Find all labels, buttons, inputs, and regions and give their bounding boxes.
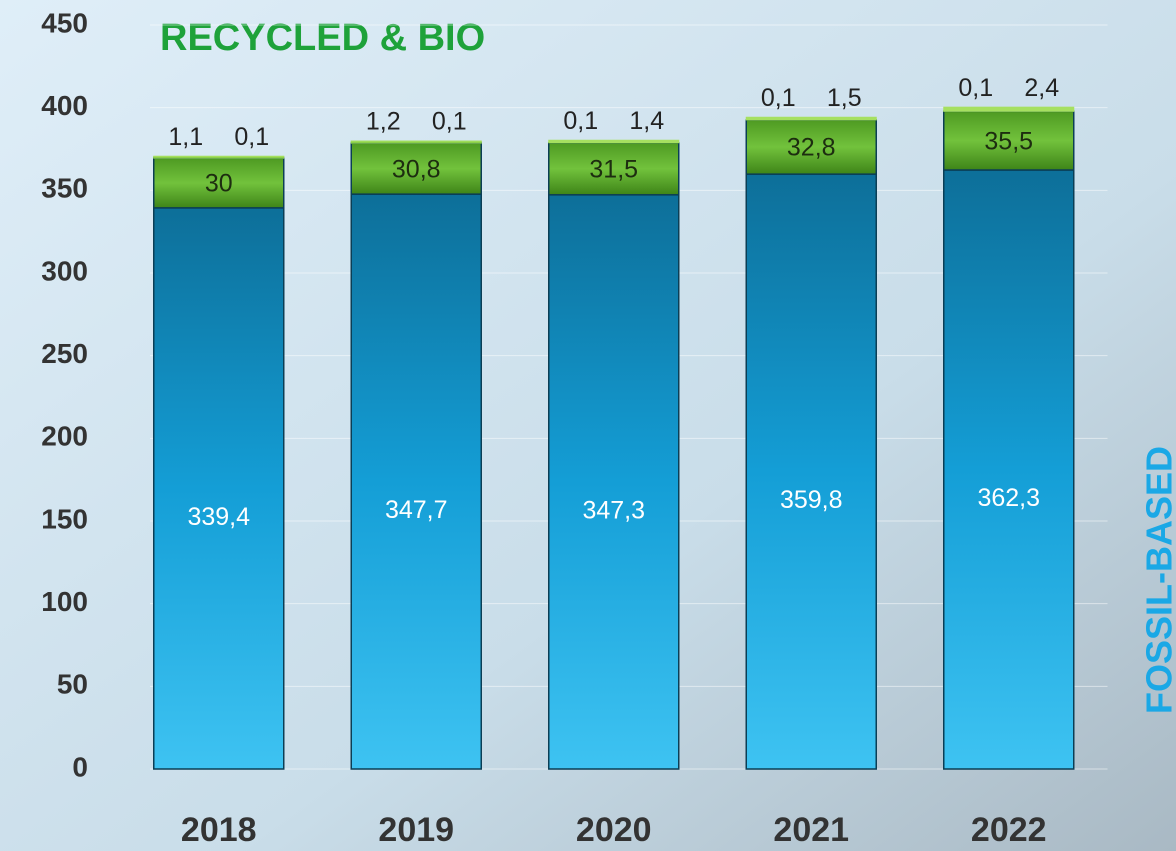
data-label: 0,1 [761, 84, 796, 112]
data-label: 362,3 [977, 484, 1040, 512]
data-label: 347,7 [385, 496, 448, 524]
x-tick-label: 2019 [378, 811, 454, 849]
data-label: 30 [205, 170, 233, 198]
bar-segment [154, 208, 284, 769]
data-label: 339,4 [187, 503, 250, 531]
y-tick-label: 300 [41, 255, 88, 286]
data-label: 32,8 [787, 134, 836, 162]
annotation: RECYCLED & BIO [160, 17, 485, 59]
data-label: 359,8 [780, 486, 843, 514]
y-tick-label: 200 [41, 421, 88, 452]
y-tick-label: 400 [41, 90, 88, 121]
x-tick-label: 2022 [971, 811, 1047, 849]
data-label: 0,1 [234, 123, 269, 151]
bar-segment [746, 174, 876, 769]
x-tick-label: 2021 [773, 811, 849, 849]
bar-segment [549, 195, 679, 769]
data-label: 1,4 [629, 107, 664, 135]
data-label: 30,8 [392, 155, 441, 183]
y-tick-label: 150 [41, 503, 88, 534]
data-label: 1,1 [168, 123, 203, 151]
y-tick-label: 100 [41, 586, 88, 617]
y-tick-label: 50 [57, 669, 88, 700]
data-label: 35,5 [984, 127, 1033, 155]
data-label: 1,2 [366, 108, 401, 136]
x-tick-label: 2020 [576, 811, 652, 849]
x-tick-label: 2018 [181, 811, 257, 849]
data-label: 347,3 [582, 497, 645, 525]
bar-segment [746, 117, 876, 119]
data-label: 0,1 [563, 107, 598, 135]
chart: RECYCLED & BIO FOSSIL-BASED 0 50 100 150 200… [0, 0, 1176, 851]
y-tick-label: 450 [41, 7, 88, 38]
data-label: 2,4 [1024, 74, 1059, 102]
data-label: 0,1 [958, 74, 993, 102]
y-tick-label: 250 [41, 338, 88, 369]
bar-segment [549, 140, 679, 142]
data-label: 1,5 [827, 84, 862, 112]
annotation: FOSSIL-BASED [1139, 446, 1176, 714]
bar-segment [944, 170, 1074, 769]
y-tick-label: 0 [72, 751, 88, 782]
data-label: 31,5 [589, 155, 638, 183]
y-tick-label: 350 [41, 173, 88, 204]
bar-segment [944, 107, 1074, 111]
data-label: 0,1 [432, 108, 467, 136]
bar-segment [351, 194, 481, 769]
